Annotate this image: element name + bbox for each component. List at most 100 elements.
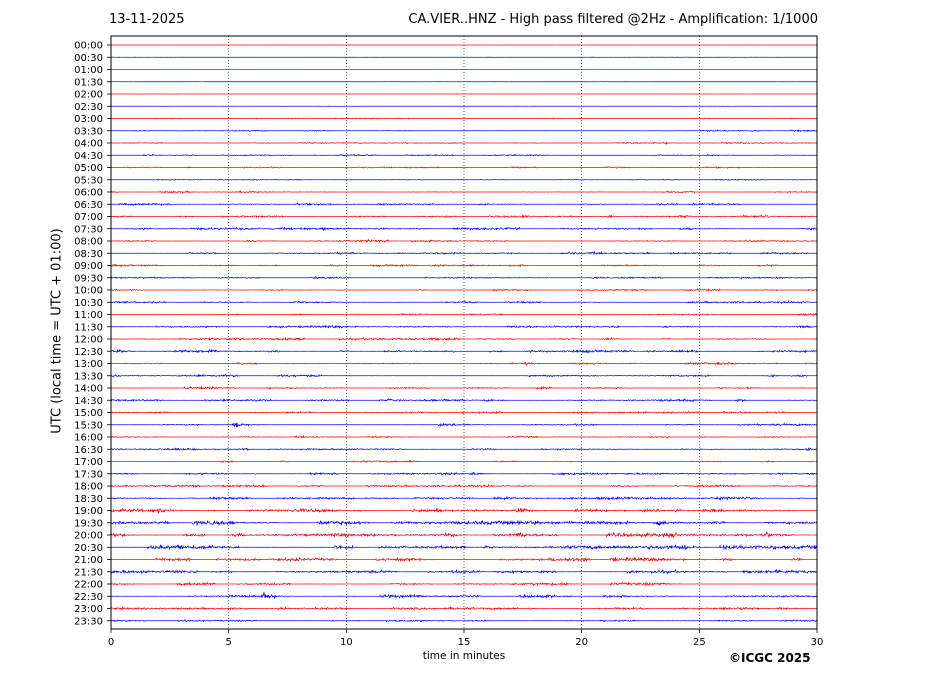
y-tick-label: 07:00 — [74, 212, 103, 223]
x-tick-label: 15 — [458, 637, 471, 648]
date-label: 13-11-2025 — [109, 12, 185, 27]
trace-18:00 — [110, 483, 817, 489]
trace-11:00 — [110, 312, 817, 317]
trace-14:00 — [110, 385, 817, 391]
y-tick-label: 08:00 — [74, 237, 103, 248]
trace-16:30 — [110, 447, 817, 452]
trace-21:30 — [110, 568, 817, 575]
y-tick-label: 09:00 — [74, 261, 103, 272]
trace-20:00 — [110, 531, 817, 539]
trace-12:30 — [110, 348, 817, 354]
trace-07:30 — [110, 226, 817, 232]
y-tick-label: 19:00 — [74, 506, 103, 517]
y-tick-label: 17:00 — [74, 457, 103, 468]
trace-06:00 — [110, 189, 817, 194]
trace-22:30 — [110, 591, 817, 600]
x-axis-label: time in minutes — [422, 650, 506, 662]
y-tick-label: 13:30 — [74, 371, 103, 382]
chart-title: CA.VIER..HNZ - High pass filtered @2Hz -… — [408, 12, 818, 27]
trace-08:00 — [110, 238, 817, 243]
y-tick-label: 07:30 — [74, 224, 103, 235]
y-tick-label: 00:00 — [74, 41, 103, 52]
y-tick-label: 12:30 — [74, 347, 103, 358]
y-tick-label: 14:00 — [74, 384, 103, 395]
x-tick-label: 30 — [811, 637, 824, 648]
trace-10:30 — [110, 300, 817, 305]
trace-04:00 — [110, 141, 817, 145]
y-tick-label: 06:00 — [74, 188, 103, 199]
y-tick-label: 18:00 — [74, 482, 103, 493]
y-tick-label: 04:30 — [74, 151, 103, 162]
vertical-grid — [228, 36, 700, 629]
copyright-label: ©ICGC 2025 — [729, 651, 811, 665]
trace-09:00 — [110, 263, 817, 268]
trace-03:00 — [110, 117, 817, 120]
trace-07:00 — [110, 214, 817, 219]
y-tick-label: 11:00 — [74, 310, 103, 321]
trace-09:30 — [110, 276, 817, 280]
x-tick-label: 10 — [340, 637, 353, 648]
y-tick-label: 05:00 — [74, 163, 103, 174]
trace-20:30 — [110, 543, 817, 551]
trace-19:30 — [110, 519, 817, 527]
trace-lines — [110, 44, 817, 623]
y-tick-label: 14:30 — [74, 396, 103, 407]
y-tick-label: 23:00 — [74, 604, 103, 615]
trace-13:00 — [110, 361, 817, 367]
y-tick-label: 08:30 — [74, 249, 103, 260]
trace-13:30 — [110, 373, 817, 378]
trace-17:30 — [110, 471, 817, 476]
x-tick-label: 20 — [575, 637, 588, 648]
trace-19:00 — [110, 507, 817, 514]
y-tick-label: 16:00 — [74, 433, 103, 444]
trace-03:30 — [110, 129, 817, 133]
y-tick-label: 15:00 — [74, 408, 103, 419]
y-tick-label: 10:00 — [74, 286, 103, 297]
trace-05:00 — [110, 166, 817, 169]
y-tick-label: 13:00 — [74, 359, 103, 370]
y-tick-label: 01:00 — [74, 65, 103, 76]
trace-21:00 — [110, 556, 817, 563]
y-tick-label: 02:30 — [74, 102, 103, 113]
y-tick-label: 03:30 — [74, 126, 103, 137]
trace-06:30 — [110, 202, 817, 207]
x-tick-label: 25 — [693, 637, 706, 648]
y-axis-label: UTC (local time = UTC + 01:00) — [49, 228, 65, 434]
y-tick-label: 17:30 — [74, 469, 103, 480]
x-axis: 0 5 10 15 20 25 30 — [108, 629, 824, 648]
y-tick-label: 19:30 — [74, 518, 103, 529]
trace-12:00 — [110, 336, 817, 342]
trace-23:00 — [110, 605, 817, 611]
trace-14:30 — [110, 398, 817, 403]
y-tick-label: 15:30 — [74, 420, 103, 431]
trace-18:30 — [110, 495, 817, 502]
y-tick-label: 06:30 — [74, 200, 103, 211]
y-tick-label: 22:00 — [74, 580, 103, 591]
y-tick-label: 11:30 — [74, 322, 103, 333]
trace-10:00 — [110, 288, 817, 292]
y-tick-label: 20:00 — [74, 531, 103, 542]
trace-11:30 — [110, 324, 817, 330]
y-tick-label: 01:30 — [74, 77, 103, 88]
trace-22:00 — [110, 581, 817, 588]
x-tick-label: 0 — [108, 637, 114, 648]
trace-15:00 — [110, 410, 817, 415]
y-tick-label: 21:30 — [74, 567, 103, 578]
trace-17:00 — [110, 459, 817, 464]
x-tick-label: 5 — [225, 637, 231, 648]
y-tick-label: 05:30 — [74, 175, 103, 186]
y-tick-label: 04:00 — [74, 139, 103, 150]
y-tick-label: 12:00 — [74, 335, 103, 346]
y-tick-label: 18:30 — [74, 494, 103, 505]
trace-05:30 — [110, 178, 817, 181]
trace-23:30 — [110, 619, 817, 623]
y-tick-label: 02:00 — [74, 90, 103, 101]
trace-08:30 — [110, 250, 817, 256]
y-tick-label: 22:30 — [74, 592, 103, 603]
y-tick-label: 23:30 — [74, 616, 103, 627]
y-tick-label: 03:00 — [74, 114, 103, 125]
y-tick-label: 10:30 — [74, 298, 103, 309]
y-tick-label: 09:30 — [74, 273, 103, 284]
